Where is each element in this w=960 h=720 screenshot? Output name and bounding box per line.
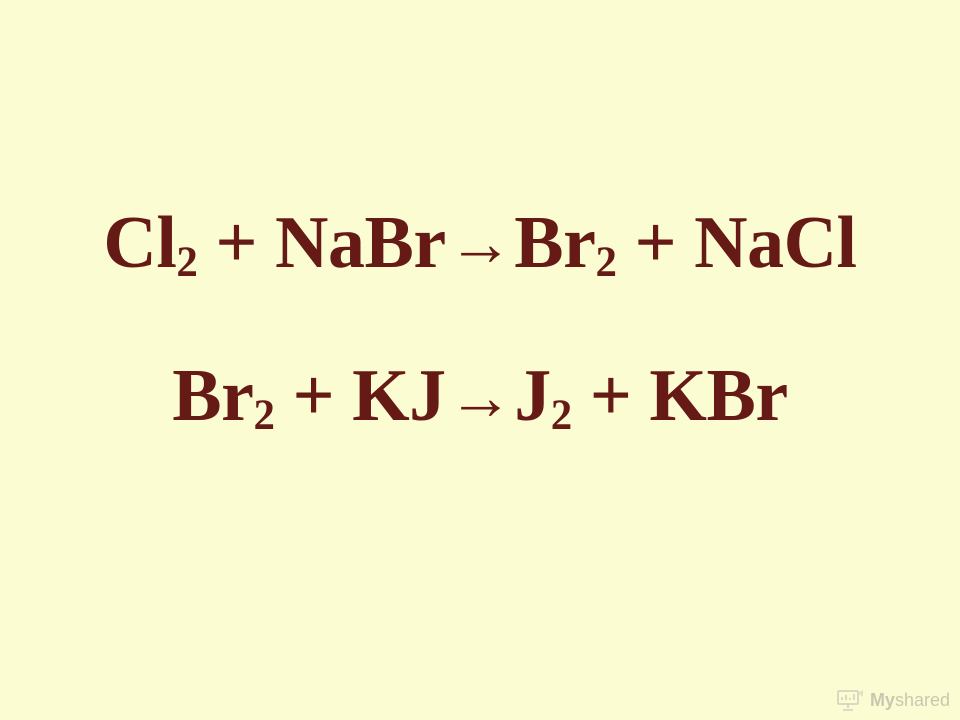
eq2-product-1: J [514,355,551,437]
eq2-reactant-1-subscript: 2 [254,392,275,439]
chemical-equation-2: Br2 + KJ → J2 + KBr [172,356,787,437]
watermark-brand-strong: My [870,690,895,710]
watermark-brand-rest: shared [895,690,950,710]
slide: Cl2 + NaBr → Br2 + NaCl Br2 + KJ → J2 + … [0,0,960,720]
eq2-reactant-1: Br [172,355,253,437]
eq1-product-2: NaCl [694,202,856,284]
eq1-product-1-subscript: 2 [596,239,617,286]
eq2-reactant-2: KJ [352,355,446,437]
eq1-reactant-1: Cl [103,202,176,284]
eq1-reactant-1-subscript: 2 [176,239,197,286]
chemical-equation-1: Cl2 + NaBr → Br2 + NaCl [103,203,856,284]
watermark: Myshared [836,688,950,712]
eq2-product-2: KBr [649,355,787,437]
eq1-plus-1: + [197,202,275,284]
arrow-icon: → [448,363,513,435]
eq1-product-1: Br [514,202,595,284]
presentation-icon [836,688,864,712]
eq1-plus-2: + [616,202,694,284]
eq2-plus-1: + [274,355,352,437]
eq2-plus-2: + [572,355,650,437]
arrow-icon: → [448,209,513,281]
eq1-reactant-2: NaBr [275,202,446,284]
eq2-product-1-subscript: 2 [551,392,572,439]
watermark-text: Myshared [870,690,950,711]
